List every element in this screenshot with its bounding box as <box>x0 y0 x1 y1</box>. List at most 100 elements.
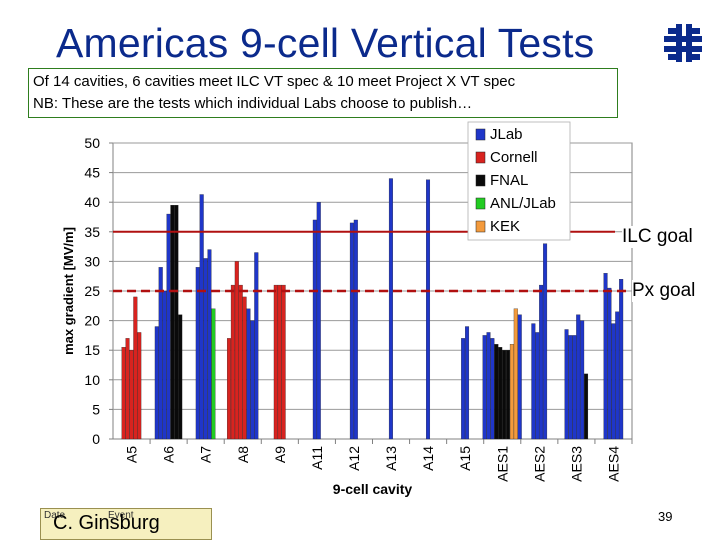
bar-A6 <box>166 213 171 440</box>
bar-A12 <box>349 222 354 440</box>
bar-AES4 <box>611 323 616 440</box>
bar-AES3 <box>568 335 573 440</box>
bar-AES1 <box>486 332 491 440</box>
legend-label: Cornell <box>490 149 538 166</box>
bar-A7 <box>203 258 208 440</box>
bar-A7 <box>195 267 200 440</box>
bar-A6 <box>158 267 163 440</box>
bar-A5 <box>121 347 126 440</box>
bar-A8 <box>246 308 251 440</box>
legend-label: ANL/JLab <box>490 195 556 212</box>
bar-A7 <box>211 308 216 440</box>
info-line-1: Of 14 cavities, 6 cavities meet ILC VT s… <box>33 73 516 90</box>
x-tick-label: A11 <box>309 446 325 470</box>
x-tick-label: A13 <box>383 446 399 471</box>
bar-A5 <box>137 332 142 440</box>
x-tick-label: AES1 <box>494 446 510 482</box>
bar-AES1 <box>509 344 514 440</box>
y-tick-label: 10 <box>84 372 100 388</box>
x-tick-label: AES2 <box>531 446 547 482</box>
bar-AES4 <box>607 287 612 440</box>
bar-A8 <box>250 320 255 440</box>
bar-AES4 <box>619 279 624 440</box>
x-tick-label: A14 <box>420 446 436 471</box>
bar-A11 <box>312 219 317 440</box>
legend-swatch <box>475 220 486 233</box>
y-tick-label: 40 <box>84 194 100 210</box>
x-tick-label: AES4 <box>605 446 621 482</box>
bar-AES2 <box>535 332 540 440</box>
y-axis-label: max gradient [MV/m] <box>61 227 76 355</box>
legend-swatch <box>475 174 486 187</box>
page-number: 39 <box>658 509 673 524</box>
fermilab-logo-icon <box>664 24 702 62</box>
bar-A8 <box>230 284 235 440</box>
x-tick-label: A12 <box>346 446 362 471</box>
bar-A13 <box>388 178 393 440</box>
ilc-goal-label: ILC goal <box>622 226 693 248</box>
legend-label: JLab <box>490 126 523 143</box>
y-tick-label: 15 <box>84 342 100 358</box>
bar-AES3 <box>564 329 569 440</box>
legend-label: KEK <box>490 218 520 235</box>
x-axis-label: 9-cell cavity <box>333 481 413 497</box>
bar-AES4 <box>603 273 608 440</box>
y-tick-label: 5 <box>92 401 100 417</box>
x-tick-label: A6 <box>161 446 177 463</box>
bar-AES2 <box>531 323 536 440</box>
bar-A6 <box>162 290 167 440</box>
bar-A5 <box>133 296 138 440</box>
bar-AES1 <box>494 344 499 440</box>
bar-AES1 <box>513 308 518 440</box>
bar-A12 <box>353 219 358 440</box>
y-tick-label: 35 <box>84 224 100 240</box>
bar-A8 <box>226 338 231 440</box>
legend-label: FNAL <box>490 172 528 189</box>
bar-AES2 <box>539 284 544 440</box>
bar-AES1 <box>502 350 507 440</box>
legend-swatch <box>475 151 486 164</box>
bar-AES3 <box>580 320 585 440</box>
x-tick-label: A7 <box>198 446 214 463</box>
x-tick-label: A8 <box>235 446 251 463</box>
slide-title: Americas 9-cell Vertical Tests <box>56 20 595 66</box>
bar-A5 <box>129 350 134 440</box>
bar-A6 <box>178 314 183 440</box>
bar-A7 <box>199 194 204 440</box>
legend-swatch <box>475 128 486 141</box>
bar-AES1 <box>517 314 522 440</box>
bar-AES1 <box>505 350 510 440</box>
footer-date-label: Date <box>44 510 66 521</box>
bar-A8 <box>234 261 239 440</box>
px-goal-label: Px goal <box>632 280 696 302</box>
bar-A8 <box>242 296 247 440</box>
footer-author: C. Ginsburg <box>53 512 160 534</box>
info-line-2: NB: These are the tests which individual… <box>33 95 473 112</box>
bar-A6 <box>154 326 159 440</box>
x-tick-label: A9 <box>272 446 288 463</box>
bar-AES4 <box>615 311 620 440</box>
bar-A8 <box>254 252 259 440</box>
bar-A15 <box>465 326 470 440</box>
bar-A11 <box>316 202 321 440</box>
bar-A15 <box>461 338 466 440</box>
bar-AES3 <box>584 373 589 440</box>
bar-A5 <box>125 338 130 440</box>
y-tick-label: 25 <box>84 283 100 299</box>
y-tick-label: 50 <box>84 135 100 151</box>
bar-AES2 <box>543 243 548 440</box>
bar-AES3 <box>576 314 581 440</box>
bar-AES1 <box>482 335 487 440</box>
bar-A8 <box>238 284 243 440</box>
x-tick-label: AES3 <box>568 446 584 482</box>
bar-A9 <box>273 284 278 440</box>
bar-A9 <box>281 284 286 440</box>
bar-A7 <box>207 249 212 440</box>
x-tick-label: A15 <box>457 446 473 471</box>
bar-A14 <box>426 179 431 440</box>
info-box: Of 14 cavities, 6 cavities meet ILC VT s… <box>28 68 618 118</box>
bar-A9 <box>277 284 282 440</box>
y-tick-label: 0 <box>92 431 100 447</box>
x-tick-label: A5 <box>124 446 140 463</box>
